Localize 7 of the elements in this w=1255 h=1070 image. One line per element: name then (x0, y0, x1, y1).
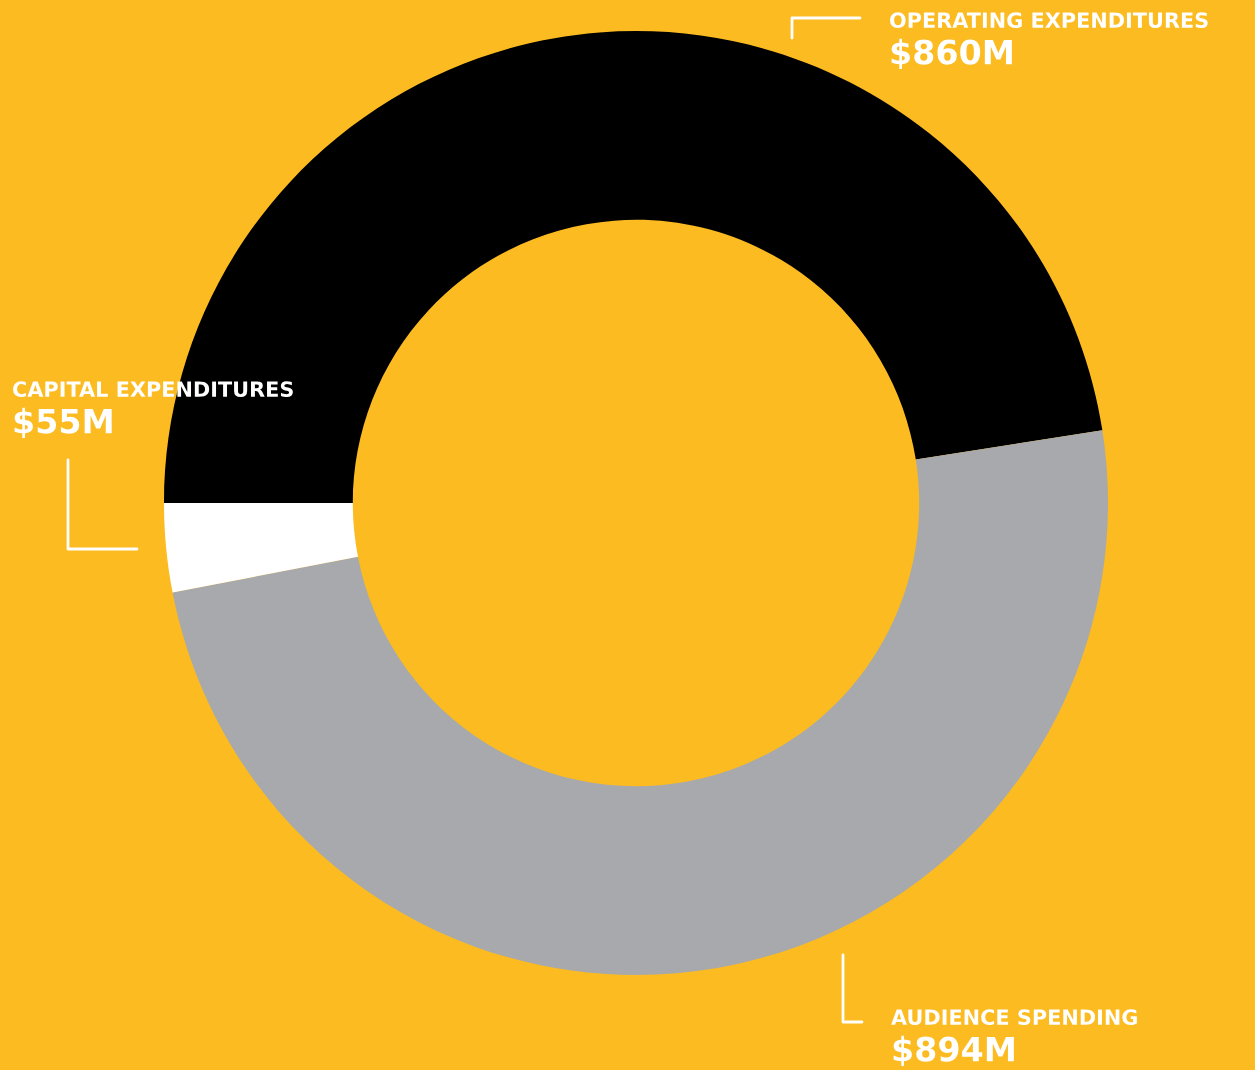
data-label: $894M (893, 1035, 1014, 1067)
slice-label: OPERATING EXPENDITURES (890, 12, 1208, 29)
data-label: $55M (14, 407, 112, 439)
slice-label: AUDIENCE SPENDING (891, 1009, 1137, 1026)
data-label: $860M (891, 38, 1012, 70)
donut-slice (172, 430, 1108, 975)
donut-slice (164, 503, 358, 593)
